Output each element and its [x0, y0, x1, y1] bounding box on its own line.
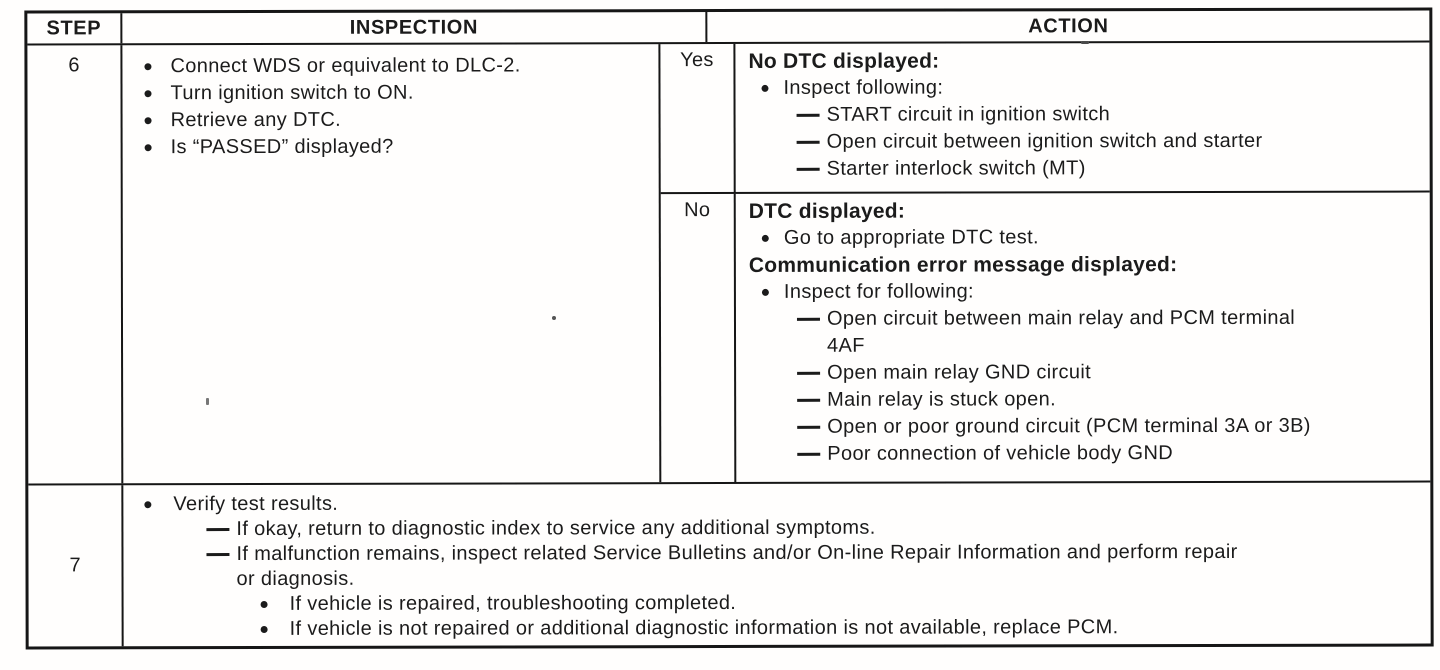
action-heading: DTC displayed: — [748, 199, 906, 223]
action-bullet: Inspect following: — [748, 74, 1419, 102]
header-action: ACTION — [1028, 15, 1109, 38]
action-bullet: Inspect for following: — [749, 278, 1420, 306]
action-bullet: Go to appropriate DTC test. — [749, 224, 1420, 252]
scan-speck — [552, 316, 556, 320]
action-dash-item: Open main relay GND circuit — [749, 359, 1420, 387]
step-6-number: 6 — [27, 45, 124, 484]
step-7-number: 7 — [28, 485, 124, 647]
action-dash-item: Open circuit between ignition switch and… — [749, 128, 1420, 156]
table-row-step-7: 7 Verify test results. If okay, return t… — [28, 480, 1431, 647]
branch-yes: Yes No DTC displayed: Inspect following:… — [660, 42, 1430, 195]
scan-speck — [1081, 41, 1089, 44]
header-inspection: INSPECTION — [122, 12, 708, 44]
result-dash-item: If okay, return to diagnostic index to s… — [143, 515, 1416, 543]
result-sub-bullet: If vehicle is repaired, troubleshooting … — [144, 590, 1417, 618]
table-row-step-6: 6 Connect WDS or equivalent to DLC-2. Tu… — [27, 42, 1431, 484]
table-header-row: STEP INSPECTION ACTION — [27, 10, 1430, 46]
troubleshooting-table: STEP INSPECTION ACTION 6 Connect WDS or … — [24, 7, 1434, 650]
action-dash-item: Open circuit between main relay and PCM … — [749, 305, 1420, 360]
branch-no: No DTC displayed: Go to appropriate DTC … — [660, 193, 1431, 483]
no-label: No — [660, 193, 737, 483]
action-dash-item: Poor connection of vehicle body GND — [749, 440, 1420, 468]
action-dash-item: START circuit in ignition switch — [749, 101, 1420, 129]
action-heading: No DTC displayed: — [748, 49, 940, 73]
inspection-item: Retrieve any DTC. — [143, 106, 649, 134]
no-action-cell: DTC displayed: Go to appropriate DTC tes… — [736, 193, 1431, 482]
yes-action-cell: No DTC displayed: Inspect following: STA… — [735, 43, 1429, 192]
yes-label: Yes — [660, 43, 736, 193]
action-dash-item: Starter interlock switch (MT) — [749, 155, 1420, 183]
action-heading: Communication error message displayed: — [748, 253, 1178, 277]
inspection-item: Connect WDS or equivalent to DLC-2. — [142, 52, 648, 80]
inspection-item: Turn ignition switch to ON. — [142, 79, 648, 107]
step-6-inspection-cell: Connect WDS or equivalent to DLC-2. Turn… — [122, 44, 662, 484]
inspection-item: Is “PASSED” displayed? — [143, 133, 649, 161]
step-7-cell: Verify test results. If okay, return to … — [123, 483, 1430, 647]
result-dash-item: If malfunction remains, inspect related … — [143, 540, 1416, 593]
action-dash-item: Open or poor ground circuit (PCM termina… — [749, 413, 1420, 441]
step-6-branches: Yes No DTC displayed: Inspect following:… — [660, 42, 1431, 483]
result-sub-bullet: If vehicle is not repaired or additional… — [144, 615, 1417, 643]
header-step: STEP — [27, 13, 123, 44]
scan-speck — [206, 398, 209, 405]
action-dash-item: Main relay is stuck open. — [749, 386, 1420, 414]
verify-bullet: Verify test results. — [143, 490, 1416, 518]
